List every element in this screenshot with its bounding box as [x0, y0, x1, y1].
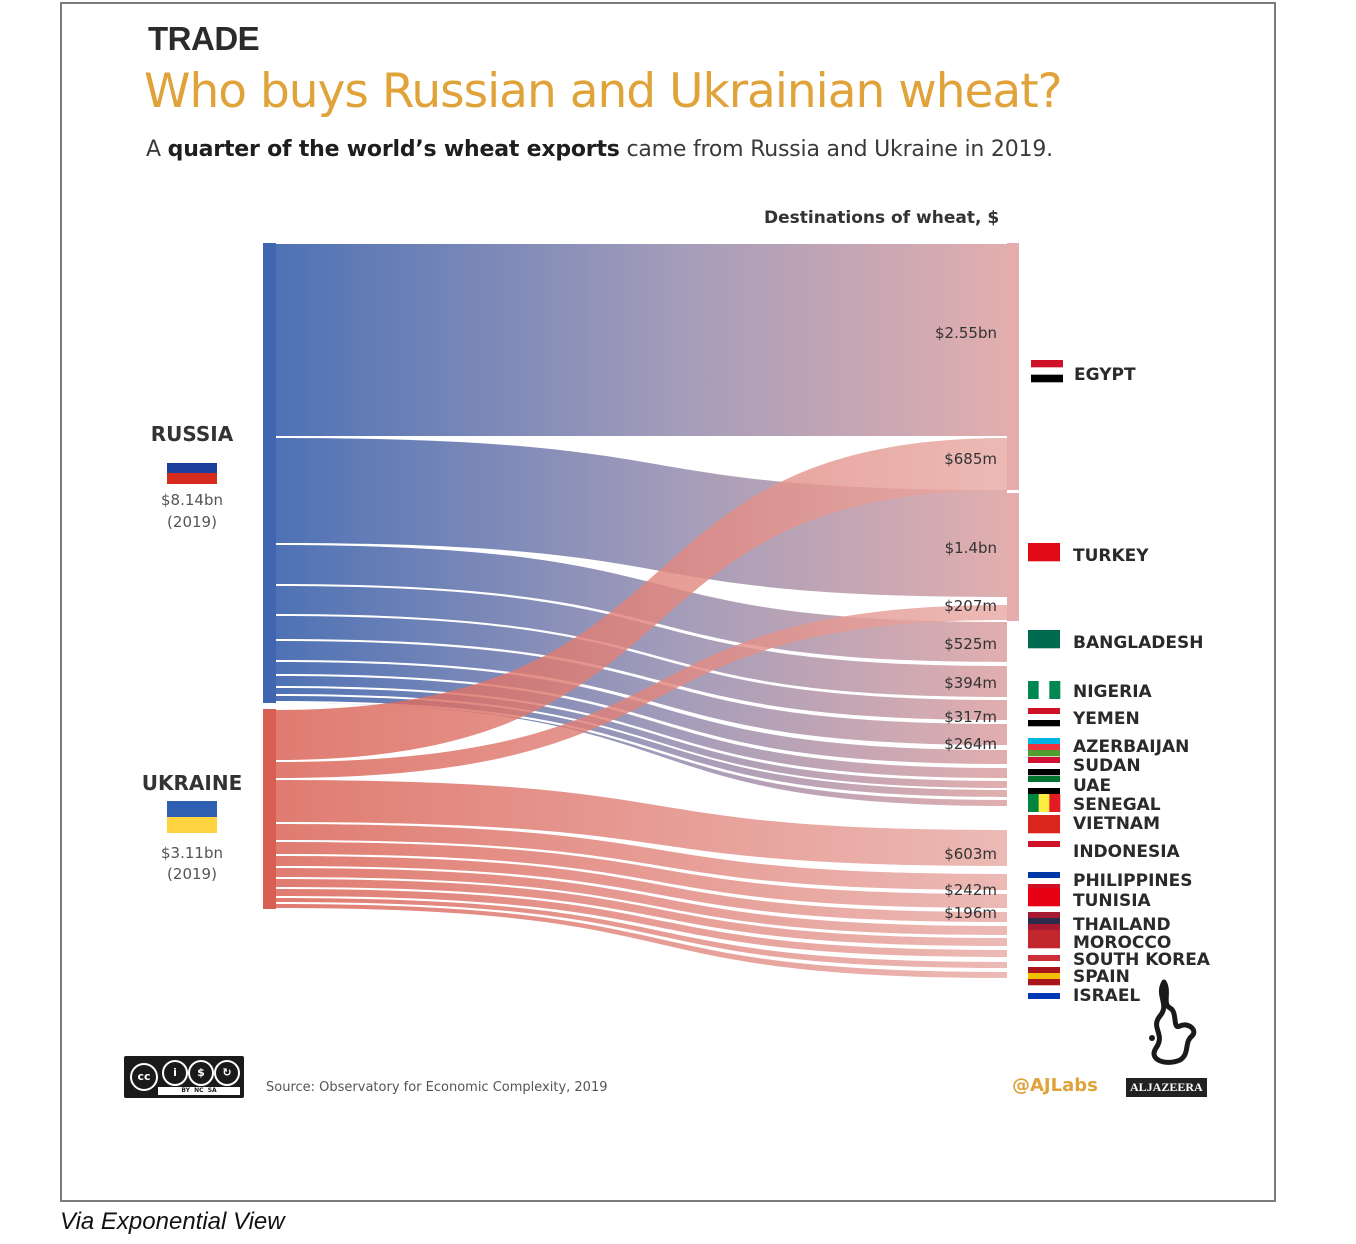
destination-names: EGYPT TURKEY BANGLADESH NIGERIA YEMEN AZERBAI… [1072, 365, 1211, 1006]
israel-flag-icon [1028, 987, 1060, 1006]
nc-icon: $ [188, 1060, 214, 1086]
ukraine-flows [276, 438, 1007, 978]
destination-name: BANGLADESH [1073, 633, 1203, 653]
flow-value-label: $603m [944, 845, 997, 863]
subtitle-pre: A [146, 137, 168, 162]
destination-name: SUDAN [1073, 756, 1141, 776]
destination-name: THAILAND [1073, 915, 1171, 935]
cc-strip: BY NC SA [158, 1087, 240, 1095]
ukraine-value: $3.11bn [161, 844, 223, 862]
egypt-node-bar [1007, 243, 1019, 490]
russia-year: (2019) [167, 513, 217, 531]
turkey-flag-icon [1028, 543, 1060, 562]
destination-name: INDONESIA [1073, 842, 1181, 862]
creative-commons-badge: cc i $ ↻ BY NC SA [124, 1056, 244, 1098]
destination-name: EGYPT [1074, 365, 1136, 385]
ukraine-flow-egypt [276, 438, 1007, 760]
flow-value-label: $2.55bn [935, 324, 997, 342]
destination-name: UAE [1073, 776, 1111, 796]
ukraine-node-bar [263, 709, 276, 909]
ukraine-flow-thailand [276, 856, 1007, 922]
cc-strip-label: BY NC SA [181, 1087, 217, 1094]
aljazeera-logo-icon [1149, 979, 1197, 1065]
flow-value-labels: $2.55bn $685m $1.4bn $207m $525m $394m $317m $2… [935, 324, 997, 922]
russia-node-bar [263, 243, 276, 703]
ukraine-label: UKRAINE [141, 771, 243, 795]
russia-flag-icon [167, 452, 217, 484]
page-title: Who buys Russian and Ukrainian wheat? [144, 64, 1063, 119]
senegal-flag-icon [1028, 794, 1061, 812]
flow-value-label: $242m [944, 881, 997, 899]
destination-name: SOUTH KOREA [1073, 950, 1211, 970]
cc-icon: cc [130, 1063, 158, 1091]
russia-flow-nigeria [276, 586, 1007, 697]
flow-value-label: $1.4bn [945, 539, 997, 557]
yemen-flag-icon [1028, 708, 1060, 727]
ukraine-flow-turkey [276, 605, 1007, 778]
destination-name: MOROCCO [1073, 933, 1171, 953]
destination-name: ISRAEL [1073, 986, 1140, 1006]
image-credit: Via Exponential View [60, 1208, 285, 1235]
bangladesh-flag-icon [1028, 630, 1060, 649]
destinations-heading: Destinations of wheat, $ [764, 208, 1000, 228]
vietnam-flag-icon [1028, 815, 1060, 834]
russia-flow-uae [276, 676, 1007, 778]
russia-flow-egypt [276, 244, 1007, 436]
destination-flags [1028, 360, 1063, 1006]
destination-name: TUNISIA [1073, 891, 1152, 911]
flow-value-label: $394m [944, 674, 997, 692]
ukraine-flag-icon [167, 801, 217, 833]
ukraine-flow-philippines [276, 824, 1007, 890]
kicker: TRADE [148, 20, 260, 57]
sudan-flag-icon [1028, 757, 1060, 776]
russia-flow-turkey [276, 438, 1007, 597]
sa-icon: ↻ [214, 1060, 240, 1086]
flow-value-label: $525m [944, 635, 997, 653]
destination-name: NIGERIA [1073, 682, 1153, 702]
nigeria-flag-icon [1028, 681, 1061, 699]
flow-value-label: $264m [944, 735, 997, 753]
morocco-flag-icon [1028, 930, 1060, 949]
russia-value: $8.14bn [161, 491, 223, 509]
by-icon: i [162, 1060, 188, 1086]
subtitle-post: came from Russia and Ukraine in 2019. [619, 137, 1053, 162]
destination-name: TURKEY [1073, 546, 1149, 566]
destination-name: VIETNAM [1073, 814, 1160, 834]
ukraine-flow-south-korea [276, 879, 1007, 946]
tunisia-flag-icon [1028, 888, 1060, 907]
flow-value-label: $196m [944, 904, 997, 922]
philippines-flag-icon [1028, 872, 1060, 891]
ajlabs-handle: @AJLabs [1012, 1075, 1098, 1096]
egypt-flag-icon [1031, 360, 1063, 383]
subtitle: A quarter of the world’s wheat exports c… [146, 137, 1053, 162]
destination-name: SENEGAL [1073, 795, 1161, 815]
south-korea-flag-icon [1028, 949, 1060, 968]
destination-name: AZERBAIJAN [1073, 737, 1189, 757]
ukraine-year: (2019) [167, 865, 217, 883]
node-bars [263, 243, 1019, 909]
azerbaijan-flag-icon [1028, 738, 1060, 757]
russia-flow-yemen [276, 616, 1007, 720]
ukraine-flow-tunisia [276, 842, 1007, 908]
subtitle-bold: quarter of the world’s wheat exports [167, 137, 620, 162]
uae-flag-icon [1028, 776, 1060, 795]
destination-name: SPAIN [1073, 967, 1130, 987]
ukraine-flow-indonesia [276, 780, 1007, 866]
ukraine-flow-spain [276, 889, 1007, 957]
russia-label: RUSSIA [150, 422, 234, 446]
aljazeera-wordmark: ALJAZEERA [1126, 1078, 1207, 1097]
flow-value-label: $685m [944, 450, 997, 468]
destination-name: YEMEN [1072, 709, 1140, 729]
flow-value-label: $207m [944, 597, 997, 615]
flow-value-label: $317m [944, 708, 997, 726]
spain-flag-icon [1028, 967, 1060, 986]
russia-flow-sudan [276, 662, 1007, 764]
source-note: Source: Observatory for Economic Complex… [266, 1080, 608, 1095]
destination-name: PHILIPPINES [1073, 871, 1193, 891]
thailand-flag-icon [1028, 912, 1060, 931]
ukraine-flow-morocco [276, 868, 1007, 935]
indonesia-flag-icon [1028, 841, 1060, 860]
turkey-node-bar [1007, 493, 1019, 621]
